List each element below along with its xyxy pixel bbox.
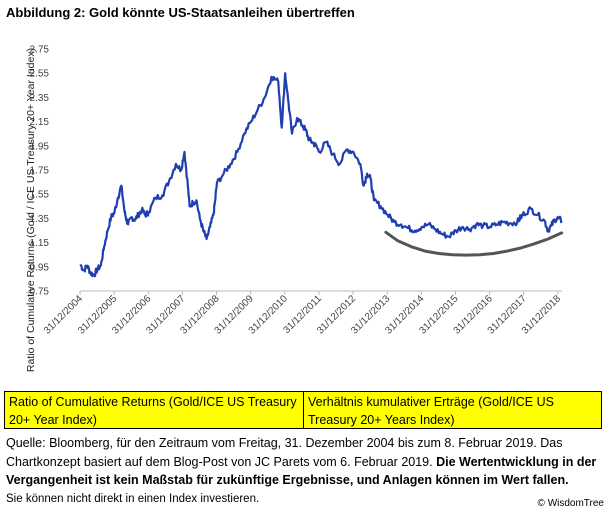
y-tick-label: 2.15 (30, 117, 50, 128)
y-tick-label: 1.95 (30, 141, 50, 152)
y-tick-label: 1.35 (30, 214, 50, 225)
gold-treasury-ratio-line (79, 72, 563, 278)
y-tick-label: 2.55 (30, 69, 50, 80)
y-tick-label: 1.75 (30, 166, 50, 177)
wisdomtree-logo: © WisdomTree (537, 498, 604, 509)
y-axis-label: Ratio of Cumulative Returns (Gold / ICE … (25, 48, 37, 372)
y-tick-label: 0.95 (30, 262, 50, 273)
disclaimer-text: Die Wertentwicklung in der Vergangenheit… (6, 454, 597, 488)
y-tick-label: 2.35 (30, 93, 50, 104)
y-tick-label: 1.15 (30, 238, 50, 249)
y-axis: 0.75 0.95 1.15 1.35 1.55 1.75 1.95 2.15 2.35 2.55… (30, 45, 50, 298)
line-chart: 0.75 0.95 1.15 1.35 1.55 1.75 1.95 2.15 2.35 2.55… (25, 45, 564, 373)
legend-cell-en: Ratio of Cumulative Returns (Gold/ICE US… (5, 392, 304, 428)
y-tick-label: 1.55 (30, 190, 50, 201)
y-tick-label: 2.75 (30, 45, 50, 56)
x-axis: 31/12/200431/12/200531/12/200631/12/2007… (42, 290, 563, 337)
y-tick-label: 0.75 (30, 287, 50, 298)
chart-series (79, 72, 564, 278)
trend-arc-line (384, 230, 564, 257)
source-note: Quelle: Bloomberg, für den Zeitraum vom … (6, 434, 604, 490)
legend-cell-de: Verhältnis kumulativer Erträge (Gold/ICE… (308, 395, 554, 427)
footer-note: Sie können nicht direkt in einen Index i… (6, 493, 260, 505)
legend-table: Ratio of Cumulative Returns (Gold/ICE US… (4, 391, 602, 429)
source-text: Quelle: Bloomberg, für den Zeitraum vom … (6, 436, 563, 469)
figure-title: Abbildung 2: Gold könnte US-Staatsanleih… (6, 5, 355, 20)
